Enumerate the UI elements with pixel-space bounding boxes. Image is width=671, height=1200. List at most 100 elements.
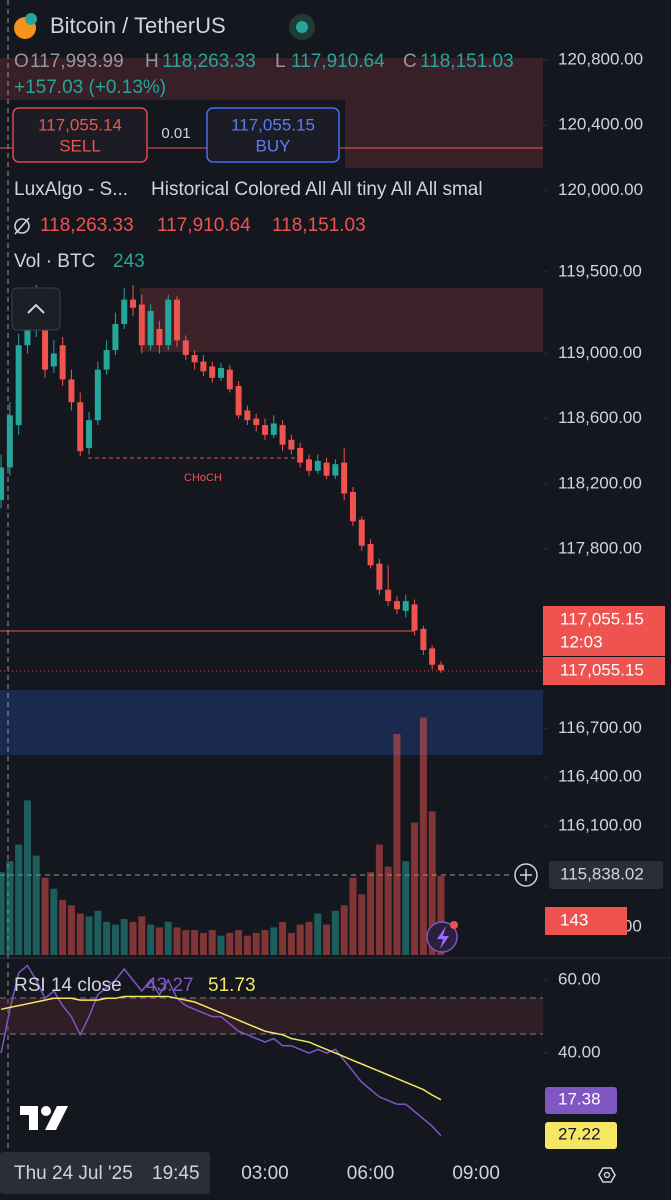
candle-body: [411, 604, 418, 631]
ohlc-value: 118,151.03: [420, 51, 514, 72]
y-tick-label: 117,800.00: [558, 538, 642, 557]
volume-bar: [103, 921, 111, 955]
volume-bar: [129, 921, 137, 955]
candle-body: [393, 601, 400, 610]
volume-bar: [155, 927, 163, 955]
ohlc-key: C: [403, 51, 417, 72]
volume-bar: [323, 924, 331, 955]
buy-frame[interactable]: [206, 107, 340, 163]
bolt[interactable]: [437, 926, 449, 949]
volume-bar: [173, 927, 181, 955]
candle-body: [385, 589, 392, 602]
candle-body: [112, 324, 119, 351]
zone: [0, 58, 543, 100]
volume-bar: [208, 930, 216, 955]
volume-bar: [384, 866, 392, 955]
buy-button[interactable]: 117,055.15 BUY: [206, 107, 340, 163]
rsi-title[interactable]: RSI 14 close: [14, 975, 122, 996]
volume-bar: [76, 913, 84, 955]
candle-body: [367, 544, 374, 566]
volume-bar: [437, 876, 445, 955]
y-tick-label: 116,700.00: [558, 718, 642, 737]
tv-logo: [20, 1106, 68, 1130]
volume-bar: [50, 888, 58, 955]
volume-bar: [393, 734, 401, 955]
volume-bar: [41, 877, 49, 955]
candle-body: [165, 299, 172, 346]
buy-label[interactable]: BUY: [256, 136, 291, 155]
sell-frame[interactable]: [12, 107, 148, 163]
volume-bar: [287, 932, 295, 955]
y-tick-label: 60.00: [558, 970, 601, 989]
status-dot: [296, 21, 308, 33]
y-tick-label: 119,500.00: [558, 261, 642, 280]
demand-zone: [0, 690, 543, 755]
candle-body: [103, 350, 110, 370]
crosshair-date: Thu 24 Jul '25: [14, 1163, 133, 1184]
candle-body: [191, 355, 198, 363]
settings-icon[interactable]: [603, 1171, 611, 1179]
volume-bar: [349, 877, 357, 955]
candle-body: [349, 491, 356, 522]
volume-bar: [6, 861, 14, 955]
indicator-value: 118,151.03: [272, 215, 366, 236]
volume-bar: [111, 924, 119, 955]
volume-bar: [164, 921, 172, 955]
candle-body: [358, 519, 365, 546]
sell-label[interactable]: SELL: [59, 136, 101, 155]
volume-name[interactable]: Vol · BTC: [14, 251, 95, 272]
empty-icon: [14, 218, 30, 234]
collapse-button[interactable]: [11, 287, 61, 331]
y-tick-label: 120,800.00: [558, 49, 643, 68]
volume-bar: [182, 930, 190, 955]
candle-body: [429, 648, 436, 665]
ohlc-value: 117,910.64: [291, 51, 385, 72]
crosshair-time-tag: [0, 1152, 210, 1194]
change: +157.03 (+0.13%): [14, 77, 166, 98]
volume-bar: [314, 913, 322, 955]
candle-body: [323, 462, 330, 476]
last-price: 117,055.15: [560, 660, 644, 679]
candle-body: [341, 462, 348, 494]
volume-bar: [367, 872, 375, 955]
volume-bar: [252, 932, 260, 955]
candle-body: [68, 379, 75, 403]
volume-tag-label: 143: [560, 910, 588, 929]
y-tick-label: 116,400.00: [558, 767, 642, 786]
candle-body: [77, 402, 84, 452]
symbol[interactable]: Bitcoin / TetherUS: [50, 13, 226, 38]
candle-body: [200, 361, 207, 372]
volume-bar: [340, 905, 348, 955]
zone: [345, 100, 543, 168]
volume-bar: [226, 932, 234, 955]
indicator-name[interactable]: LuxAlgo - S...: [14, 179, 128, 200]
candle-body: [261, 425, 268, 435]
candle-body: [6, 415, 13, 468]
candle-body: [147, 310, 154, 346]
countdown-tag: [543, 606, 665, 656]
candle-body: [437, 664, 444, 671]
volume-bar: [402, 861, 410, 955]
y-tick-label: 120,400.00: [558, 115, 643, 134]
settings-icon[interactable]: [598, 1167, 616, 1183]
logo-part: [41, 1106, 51, 1116]
sell-price[interactable]: 117,055.14: [38, 115, 122, 134]
candle-body: [130, 299, 137, 308]
indicator-value: 118,263.33: [40, 215, 134, 236]
candle-body: [420, 628, 427, 651]
candle-body: [50, 353, 57, 367]
chevron[interactable]: [27, 303, 45, 314]
buy-price[interactable]: 117,055.15: [231, 115, 315, 134]
ohlc-value: 117,993.99: [30, 51, 124, 72]
volume-bar: [411, 822, 419, 955]
candle-body: [270, 423, 277, 435]
candle-body: [121, 299, 128, 325]
volume-bar: [296, 924, 304, 955]
sell-button[interactable]: 117,055.14 SELL: [12, 107, 148, 163]
candle-body: [332, 464, 339, 476]
y-tick-label: 118,600.00: [558, 408, 642, 427]
plus[interactable]: [520, 869, 532, 881]
volume-bar: [199, 932, 207, 955]
candle-body: [42, 329, 49, 370]
